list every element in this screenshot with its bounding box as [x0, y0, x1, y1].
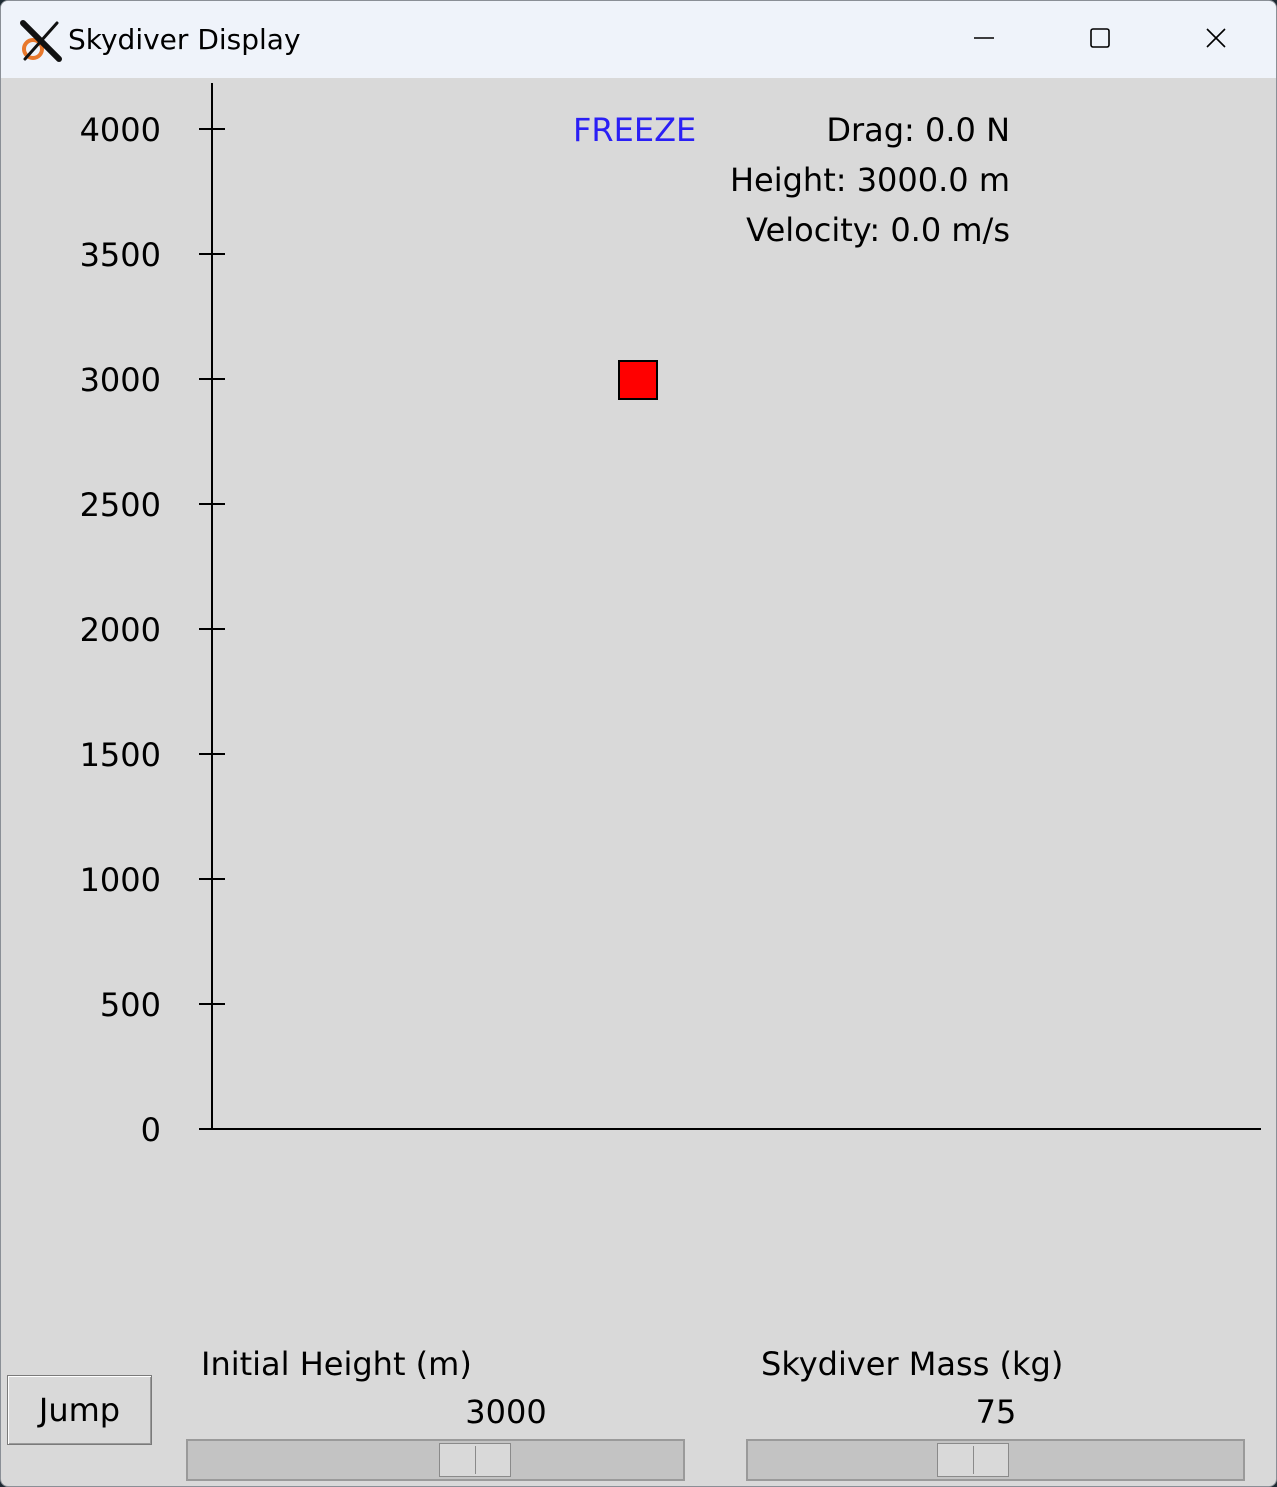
maximize-icon: [1090, 28, 1110, 48]
y-tick-label: 1500: [80, 736, 161, 774]
height-slider[interactable]: [186, 1439, 685, 1481]
freeze-status: FREEZE: [573, 111, 697, 149]
title-bar[interactable]: Skydiver Display: [1, 1, 1276, 78]
y-tick-label: 3500: [80, 236, 161, 274]
height-readout: Height: 3000.0 m: [729, 161, 1010, 199]
y-tick-label: 1000: [80, 861, 161, 899]
drag-readout: Drag: 0.0 N: [826, 111, 1010, 149]
y-tick-label: 3000: [80, 361, 161, 399]
y-tick-label: 2000: [80, 611, 161, 649]
x11-icon: [20, 20, 62, 62]
minimize-icon: [974, 37, 994, 39]
close-icon: [1206, 28, 1226, 48]
jump-button[interactable]: Jump: [7, 1375, 152, 1445]
mass-slider[interactable]: [746, 1439, 1245, 1481]
skydiver-marker: [618, 360, 658, 400]
y-tick-label: 500: [100, 986, 161, 1024]
mass-slider-value: 75: [975, 1393, 1017, 1431]
y-tick-label: 4000: [80, 111, 161, 149]
y-tick-label: 0: [141, 1111, 161, 1149]
height-slider-value: 3000: [465, 1393, 547, 1431]
mass-slider-thumb[interactable]: [937, 1443, 1009, 1477]
maximize-button[interactable]: [1045, 1, 1155, 78]
height-slider-label: Initial Height (m): [201, 1345, 472, 1383]
y-tick-label: 2500: [80, 486, 161, 524]
height-slider-thumb[interactable]: [439, 1443, 511, 1477]
minimize-button[interactable]: [929, 1, 1039, 78]
altitude-plot: 4000 3500 3000 2500 2000 1500 1000 500 0: [80, 83, 1261, 1149]
close-button[interactable]: [1161, 1, 1271, 78]
window-title: Skydiver Display: [68, 23, 301, 56]
velocity-readout: Velocity: 0.0 m/s: [746, 211, 1010, 249]
mass-slider-label: Skydiver Mass (kg): [761, 1345, 1064, 1383]
